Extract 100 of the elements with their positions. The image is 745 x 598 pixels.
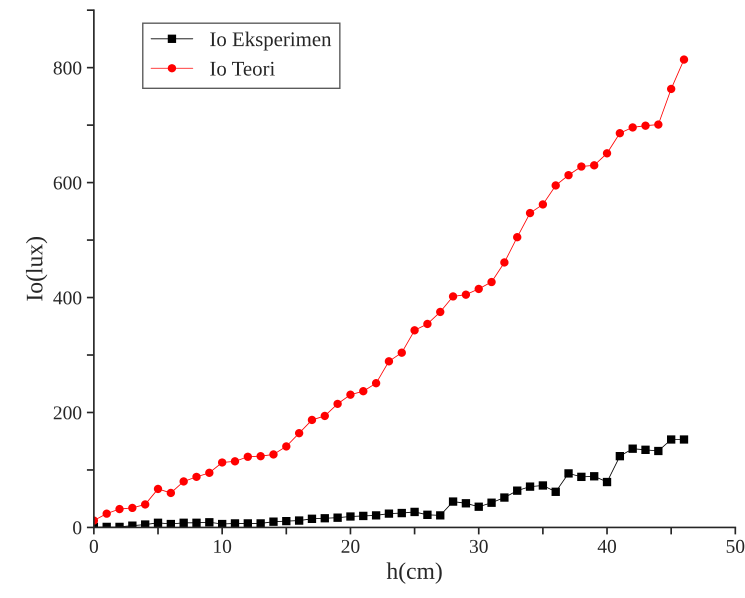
- x-tick-label: 40: [598, 540, 616, 553]
- x-tick-label: 10: [214, 540, 232, 553]
- point: [680, 55, 688, 64]
- point: [667, 84, 676, 94]
- point: [308, 514, 316, 523]
- x-tick-label: 50: [726, 540, 744, 553]
- point: [590, 161, 598, 170]
- point: [500, 493, 509, 502]
- point: [102, 509, 111, 518]
- point: [552, 488, 560, 496]
- point: [218, 458, 226, 467]
- point: [602, 149, 612, 158]
- y-tick-label: 800: [54, 61, 82, 75]
- point: [590, 472, 598, 480]
- point: [294, 516, 304, 525]
- point: [398, 508, 406, 518]
- point: [333, 400, 342, 408]
- point: [577, 472, 586, 482]
- point: [244, 452, 252, 461]
- point: [256, 519, 265, 528]
- point: [154, 518, 162, 528]
- point: [602, 478, 612, 486]
- point: [564, 170, 573, 180]
- y-axis-title: Io(lux): [26, 237, 48, 301]
- point: [526, 482, 534, 491]
- point: [462, 290, 470, 299]
- point: [500, 258, 509, 267]
- point: [577, 162, 586, 171]
- point: [410, 508, 419, 516]
- x-tick-label: 20: [342, 540, 360, 553]
- point: [526, 208, 534, 218]
- point: [115, 504, 124, 514]
- point: [616, 128, 624, 138]
- x-tick-label: 30: [470, 540, 488, 553]
- point: [616, 452, 624, 460]
- y-tick-label: 400: [53, 291, 82, 304]
- point: [474, 502, 483, 511]
- point: [423, 510, 432, 519]
- point: [205, 468, 214, 477]
- point: [538, 481, 548, 490]
- point: [641, 446, 650, 454]
- point: [333, 514, 342, 522]
- point: [256, 452, 265, 460]
- point: [269, 450, 278, 459]
- point: [180, 518, 188, 528]
- point: [282, 442, 290, 451]
- point: [269, 518, 278, 526]
- point: [436, 308, 444, 316]
- point: [384, 357, 394, 366]
- point: [359, 387, 368, 396]
- legend-label: Io Eksperimen: [210, 32, 332, 51]
- point: [654, 120, 663, 129]
- point: [244, 519, 252, 528]
- point: [320, 514, 329, 522]
- point: [513, 486, 522, 495]
- point: [487, 498, 496, 507]
- y-tick-label: 600: [54, 176, 82, 190]
- legend-label: Io Teori: [210, 62, 275, 76]
- point: [628, 123, 637, 132]
- point: [398, 348, 406, 357]
- point: [205, 518, 214, 526]
- point: [628, 444, 637, 453]
- point: [474, 284, 483, 294]
- point: [230, 457, 240, 466]
- point: [384, 509, 394, 518]
- point: [346, 512, 355, 521]
- point: [552, 181, 560, 190]
- x-tick-label: 0: [90, 540, 98, 553]
- point: [180, 477, 188, 486]
- point: [448, 497, 458, 506]
- point: [128, 504, 137, 512]
- y-tick-label: 0: [73, 521, 82, 534]
- point: [423, 320, 432, 328]
- point: [372, 511, 380, 520]
- point: [654, 446, 663, 456]
- point: [141, 500, 150, 509]
- point: [564, 469, 573, 478]
- point: [346, 390, 355, 399]
- point: [667, 435, 676, 444]
- x-axis-title: h(cm): [386, 562, 442, 584]
- point: [294, 429, 304, 438]
- point: [680, 435, 688, 444]
- point: [372, 379, 380, 388]
- point: [436, 511, 444, 520]
- point: [410, 326, 419, 334]
- y-tick-label: 200: [54, 406, 82, 420]
- point: [641, 122, 650, 130]
- point: [513, 233, 522, 242]
- point: [192, 472, 201, 482]
- point: [320, 412, 329, 420]
- point: [166, 488, 176, 498]
- point: [487, 278, 496, 286]
- point: [462, 499, 470, 508]
- point: [154, 484, 162, 494]
- point: [282, 516, 290, 526]
- point: [308, 416, 316, 424]
- point: [192, 518, 201, 528]
- point: [538, 200, 548, 209]
- point: [359, 512, 368, 520]
- point: [448, 292, 458, 301]
